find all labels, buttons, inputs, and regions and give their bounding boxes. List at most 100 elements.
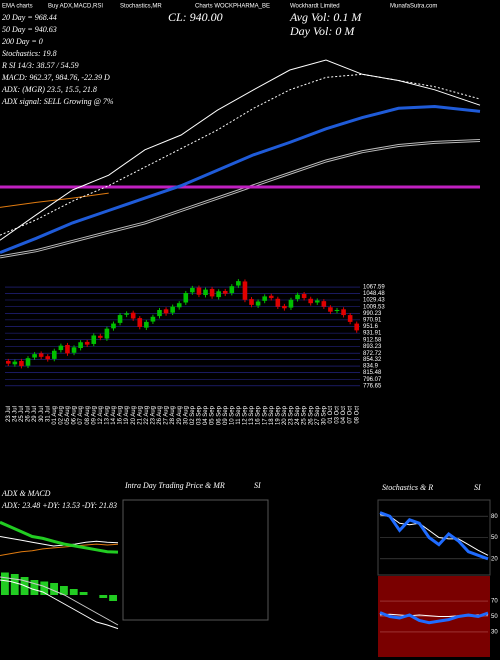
close-price: CL: 940.00: [168, 10, 223, 24]
x-tick-label: 06 Sep: [216, 405, 222, 425]
candle-body: [104, 328, 110, 339]
candle-body: [45, 356, 51, 360]
histogram-bar: [109, 595, 117, 601]
ma200: 200 Day = 0: [2, 37, 43, 46]
x-tick-label: 27 Sep: [315, 405, 321, 425]
series-line: [379, 511, 489, 561]
candle-body: [321, 301, 327, 307]
candle-body: [65, 344, 70, 354]
candle-body: [209, 288, 215, 297]
x-tick-label: 25 Jul: [19, 406, 25, 422]
header-top: EMA charts: [2, 4, 33, 10]
panel-title: ADX & MACD: [1, 489, 51, 498]
candle-body: [282, 305, 287, 309]
series-line: [0, 192, 109, 208]
candle-body: [84, 341, 90, 345]
y-tick-label: 931.91: [363, 331, 382, 337]
x-tick-label: 04 Sep: [203, 405, 209, 425]
avg-volume: Avg Vol: 0.1 M: [289, 10, 362, 24]
x-tick-label: 01 Oct: [328, 406, 334, 424]
y-tick-label: 30: [491, 629, 498, 635]
stochastics: Stochastics: 19.8: [2, 49, 57, 58]
candle-body: [32, 354, 37, 358]
x-tick-label: 30 Aug: [183, 406, 189, 425]
x-tick-label: 03 Oct: [335, 406, 341, 424]
series-line-core: [0, 140, 481, 258]
x-tick-label: 11 Sep: [236, 405, 242, 424]
x-tick-label: 17 Sep: [262, 405, 268, 425]
panel-title: Intra Day Trading Price & MR: [124, 481, 225, 490]
x-tick-label: 13 Sep: [249, 405, 255, 425]
y-tick-label: 20: [491, 556, 498, 562]
candle-body: [295, 294, 300, 300]
candle-body: [203, 289, 208, 296]
x-tick-label: 01 Aug: [52, 406, 58, 425]
y-tick-label: 834.9: [363, 364, 379, 370]
x-tick-label: 03 Sep: [196, 405, 202, 425]
header-top: Stochastics,MR: [120, 4, 162, 10]
x-tick-label: 05 Aug: [65, 406, 71, 425]
x-tick-label: 08 Oct: [354, 406, 360, 424]
x-tick-label: 26 Aug: [157, 406, 163, 425]
x-tick-label: 09 Sep: [223, 405, 229, 425]
candle-body: [124, 313, 129, 315]
header-top: Charts WOCKPHARMA_BE: [195, 4, 270, 10]
y-tick-label: 1067.59: [363, 285, 385, 291]
series-line: [379, 514, 489, 556]
candle-body: [196, 287, 202, 295]
candle-body: [25, 358, 31, 366]
marks: 1067.591048.481029.431009.53990.23970.91…: [0, 59, 498, 657]
panel-title: SI: [474, 483, 481, 492]
histogram-bar: [79, 592, 88, 595]
y-tick-label: 80: [491, 514, 498, 520]
y-tick-label: 50: [491, 614, 498, 620]
y-tick-label: 1029.43: [363, 298, 385, 304]
candle-body: [229, 286, 235, 294]
candle-body: [163, 309, 169, 314]
x-tick-label: 24 Jul: [12, 406, 18, 422]
histogram-bar: [60, 586, 68, 595]
x-tick-label: 25 Sep: [302, 405, 308, 425]
x-tick-label: 28 Aug: [170, 406, 176, 425]
candle-body: [314, 300, 320, 303]
candle-body: [268, 295, 274, 299]
x-tick-label: 12 Sep: [243, 405, 249, 425]
x-tick-label: 29 Aug: [177, 406, 183, 425]
header-top: MunafaSutra.com: [390, 4, 437, 10]
candle-body: [249, 299, 254, 305]
y-tick-label: 872.72: [363, 351, 382, 357]
y-tick-label: 50: [491, 535, 498, 541]
x-tick-label: 20 Aug: [131, 406, 137, 425]
x-tick-label: 30 Jul: [39, 406, 45, 422]
x-tick-label: 08 Aug: [85, 406, 91, 425]
candle-body: [38, 353, 44, 357]
x-tick-label: 20 Sep: [282, 405, 288, 425]
x-tick-label: 07 Oct: [348, 406, 354, 424]
candle-body: [255, 301, 261, 306]
y-tick-label: 970.91: [363, 317, 382, 323]
candle-body: [91, 335, 97, 344]
candle-body: [5, 360, 11, 364]
candle-body: [288, 299, 294, 308]
rsi: R SI 14/3: 38.57 / 54.59: [1, 61, 79, 70]
candle-body: [176, 303, 182, 308]
series-line: [0, 104, 481, 254]
candle-body: [137, 318, 143, 327]
x-tick-label: 30 Sep: [321, 405, 327, 425]
y-tick-label: 815.48: [363, 370, 382, 376]
candle-body: [301, 294, 307, 299]
day-volume: Day Vol: 0 M: [289, 24, 355, 38]
candle-body: [78, 342, 83, 349]
candle-body: [19, 360, 24, 367]
ma20: 20 Day = 968.44: [2, 13, 57, 22]
histogram-bar: [30, 580, 39, 595]
macd: MACD: 962.37, 984.76, -22.39 D: [1, 73, 110, 82]
y-tick-label: 776.65: [363, 383, 382, 389]
candle-body: [236, 281, 241, 286]
candle-body: [183, 293, 189, 303]
x-tick-label: 24 Sep: [295, 405, 301, 425]
header: EMA charts Buy ADX,MACD,RSI Stochastics,…: [1, 4, 437, 106]
x-tick-label: 02 Sep: [190, 405, 196, 425]
candle-body: [12, 361, 18, 365]
